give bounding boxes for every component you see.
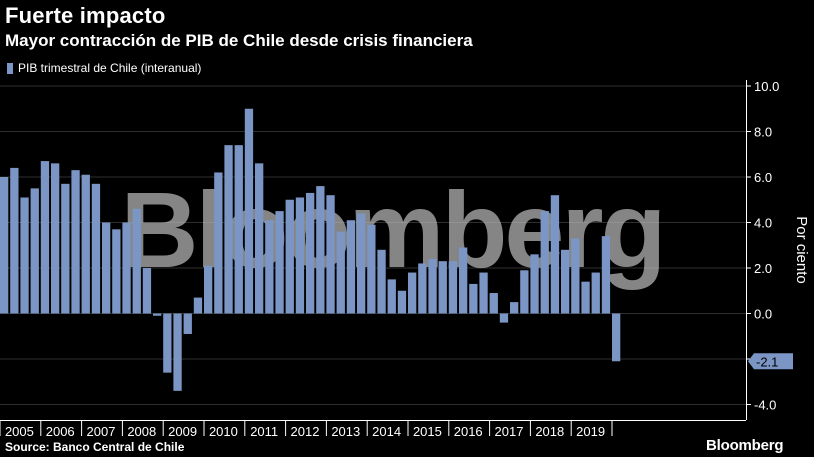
bar	[387, 279, 396, 314]
x-tick-label: 2014	[372, 424, 401, 439]
x-tick-label: 2006	[46, 424, 75, 439]
bar	[530, 254, 539, 314]
chart-subtitle: Mayor contracción de PIB de Chile desde …	[5, 31, 473, 50]
bar	[193, 297, 203, 314]
bar	[295, 197, 305, 314]
y-tick-label: -4.0	[754, 398, 776, 413]
watermark-text: Bloomberg	[120, 169, 663, 290]
bar	[285, 199, 294, 314]
bar	[183, 313, 192, 334]
bar	[214, 172, 223, 314]
chart-title: Fuerte impacto	[5, 3, 166, 28]
bar	[377, 249, 386, 314]
bar	[112, 229, 121, 314]
bar	[571, 238, 580, 314]
y-tick-label: 10.0	[754, 79, 779, 94]
x-tick-label: 2012	[291, 424, 320, 439]
bar	[336, 231, 345, 314]
bar	[61, 183, 70, 314]
x-tick-label: 2007	[87, 424, 116, 439]
x-tick-label: 2013	[331, 424, 360, 439]
bar	[51, 163, 60, 314]
bar	[418, 263, 427, 314]
bar	[132, 208, 141, 314]
bar	[428, 258, 437, 314]
x-tick-label: 2016	[454, 424, 483, 439]
bar	[367, 224, 376, 314]
bar	[142, 268, 152, 314]
bar	[326, 195, 335, 314]
bar	[163, 313, 172, 373]
legend-swatch	[7, 62, 13, 74]
bar	[408, 272, 417, 314]
y-tick-label: 8.0	[754, 125, 772, 140]
bar	[448, 261, 458, 314]
bar	[469, 283, 478, 314]
bar	[397, 290, 407, 314]
bar	[306, 192, 315, 314]
x-tick-label: 2019	[576, 424, 605, 439]
bar	[91, 183, 101, 314]
x-tick-label: 2011	[250, 424, 278, 439]
legend-label: PIB trimestral de Chile (interanual)	[18, 61, 202, 75]
bar	[153, 313, 162, 316]
bar	[204, 265, 213, 314]
y-tick-label: 6.0	[754, 170, 772, 185]
y-tick-label: 0.0	[754, 307, 772, 322]
bar	[612, 313, 621, 362]
source-note: Source: Banco Central de Chile	[5, 440, 185, 454]
bar	[265, 220, 274, 314]
bar	[550, 195, 560, 314]
bar	[173, 313, 182, 391]
bar	[561, 249, 570, 314]
legend: PIB trimestral de Chile (interanual)	[7, 61, 201, 75]
bar	[438, 261, 447, 314]
bar	[71, 170, 80, 314]
last-value-callout	[748, 353, 793, 370]
bar	[479, 272, 488, 314]
bar	[102, 222, 111, 314]
bar	[40, 161, 50, 314]
bar	[459, 247, 468, 314]
x-tick-label: 2017	[495, 424, 524, 439]
bar	[81, 174, 90, 314]
bar	[122, 222, 131, 314]
bar	[591, 272, 600, 314]
x-tick-label: 2005	[5, 424, 34, 439]
x-tick-label: 2009	[168, 424, 197, 439]
bar	[520, 270, 529, 314]
bar	[275, 211, 284, 314]
bar	[244, 108, 254, 314]
bar	[10, 167, 19, 314]
last-value-label: -2.1	[756, 354, 778, 369]
y-axis-title: Por ciento	[793, 216, 810, 284]
x-tick-label: 2018	[535, 424, 564, 439]
bar	[357, 213, 366, 314]
bar	[20, 197, 29, 314]
bloomberg-logo: Bloomberg	[706, 437, 784, 454]
bar	[489, 293, 498, 314]
bar	[581, 281, 590, 314]
x-tick-label: 2010	[209, 424, 238, 439]
y-tick-label: 2.0	[754, 261, 772, 276]
bar	[0, 177, 9, 314]
bar	[30, 188, 39, 314]
bar	[601, 236, 611, 314]
bar	[510, 302, 519, 314]
bar	[234, 145, 243, 314]
bar	[255, 163, 264, 314]
bar	[224, 145, 233, 314]
bar	[499, 313, 509, 323]
x-tick-label: 2015	[413, 424, 442, 439]
y-tick-label: 4.0	[754, 216, 772, 231]
x-tick-label: 2008	[127, 424, 156, 439]
bar	[540, 211, 549, 314]
bar	[316, 186, 325, 314]
bar	[346, 220, 356, 314]
